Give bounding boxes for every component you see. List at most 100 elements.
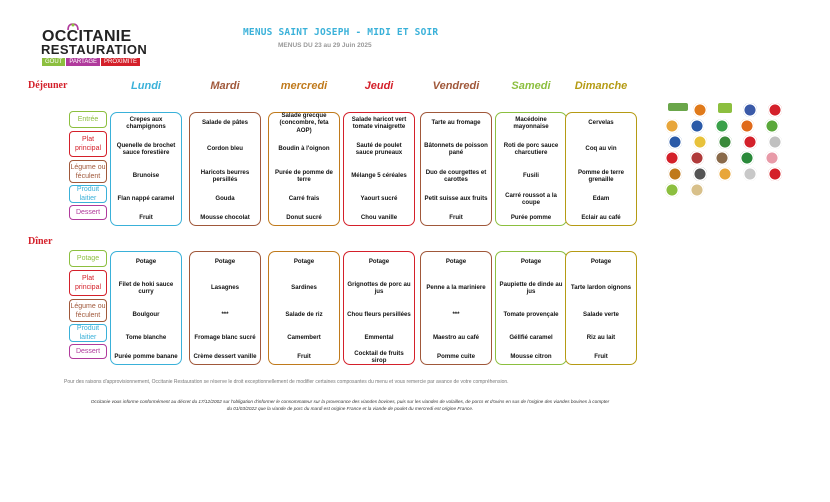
lunch-dish: Chou vanille (360, 214, 398, 222)
chef-icon (768, 135, 782, 149)
lunch-dish: Mousse chocolat (200, 214, 250, 222)
label-icon (665, 151, 679, 165)
lunch-dish: Cervelas (588, 119, 614, 127)
day-header-3: Jeudi (364, 80, 394, 92)
lunch-dish: Tarte au fromage (431, 119, 481, 127)
dinner-dish: Fruit (297, 353, 311, 361)
logo-tag-proximite: PROXIMITÉ (101, 58, 141, 66)
day-header-5: Samedi (511, 80, 551, 92)
bread-icon (690, 183, 704, 197)
dinner-dish: Potage (520, 258, 542, 266)
lunch-dish: Carré roussot a la coupe (505, 191, 557, 206)
france-icon (668, 135, 682, 149)
lunch-dish: Pomme de terre grenaille (577, 168, 625, 183)
leaf-icon (765, 119, 779, 133)
label-rouge-icon (668, 103, 688, 111)
dinner-dish: Fruit (594, 353, 608, 361)
dinner-dish: Boulgour (132, 311, 160, 319)
pot-icon (715, 151, 729, 165)
lunch-dish: Gouda (215, 195, 235, 203)
lunch-dish: Crepes aux champignons (126, 115, 166, 130)
dinner-dish: *** (221, 311, 229, 319)
day-header-0: Lundi (131, 80, 161, 92)
logo: OCCITANIE RESTAURATION GOÛT PARTAGE PROX… (40, 22, 148, 68)
apple-icon (743, 135, 757, 149)
lunch-day-box-1: Salade de pâtes Cordon bleu Haricots beurr… (189, 112, 261, 226)
ac-icon (693, 167, 707, 181)
dinner-dish: Potage (445, 258, 467, 266)
lunch-dish: Cordon bleu (207, 145, 243, 153)
lunch-dish: Carré frais (288, 195, 320, 203)
lunch-dish: Macédoine mayonnaise (513, 115, 549, 130)
bio-icon (718, 103, 732, 113)
dinner-category-4: Dessert (69, 344, 107, 359)
dinner-dish: Sardines (291, 284, 317, 292)
dinner-category-3: Produit laitier (69, 324, 107, 342)
lunch-dish: Donut sucré (286, 214, 322, 222)
dinner-dish: Cocktail de fruits sirop (354, 349, 404, 364)
page-title: MENUS SAINT JOSEPH - MIDI ET SOIR (243, 27, 439, 38)
dinner-dish: Filet de hoki sauce curry (118, 280, 174, 295)
lunch-dish: Roti de porc sauce charcutiere (503, 141, 559, 156)
dinner-dish: Penne a la mariniere (426, 284, 486, 292)
dinner-day-box-2: Potage Sardines Salade de riz Camembert Frui… (268, 251, 340, 365)
dinner-dish: Tome blanche (125, 334, 167, 342)
lunch-dish: Salade haricot vert tomate vinaigrette (351, 115, 407, 130)
berry-icon (768, 167, 782, 181)
lunch-day-box-0: Crepes aux champignons Quenelle de broche… (110, 112, 182, 226)
dinner-label: Dîner (28, 236, 53, 247)
lunch-dish: Coq au vin (585, 145, 617, 153)
aop-icon (693, 103, 707, 117)
dinner-dish: Mousse citron (510, 353, 552, 361)
msc-icon (743, 103, 757, 117)
supply-note: Pour des raisons d'approvisionnement, Oc… (64, 379, 509, 385)
dinner-dish: Pomme cuite (437, 353, 475, 361)
dinner-day-box-5: Potage Paupiette de dinde au jus Tomate pr… (495, 251, 567, 365)
dinner-dish: Purée pomme banane (114, 353, 178, 361)
dinner-dish: Salade de riz (285, 311, 323, 319)
lunch-category-3: Produit laitier (69, 185, 107, 203)
lunch-category-4: Dessert (69, 205, 107, 220)
lunch-dish: Fruit (139, 214, 153, 222)
dinner-dish: Maestro au café (432, 334, 480, 342)
lunch-day-box-4: Tarte au fromage Bâtonnets de poisson pan… (420, 112, 492, 226)
dinner-dish: Paupiette de dinde au jus (499, 280, 563, 295)
dinner-dish: Géllfié caramel (509, 334, 553, 342)
dinner-dish: Tarte lardon oignons (570, 284, 632, 292)
lunch-day-box-3: Salade haricot vert tomate vinaigrette Sa… (343, 112, 415, 226)
pig-icon (765, 151, 779, 165)
dinner-dish: Potage (590, 258, 612, 266)
lunch-dish: Sauté de poulet sauce pruneaux (355, 141, 403, 156)
lunch-dish: Mélange 5 céréales (351, 172, 407, 180)
meat-icon (690, 151, 704, 165)
yogurt-icon (743, 167, 757, 181)
logo-tag-gout: GOÛT (42, 58, 66, 66)
burger-icon (668, 167, 682, 181)
lunch-category-1: Plat principal (69, 131, 107, 157)
lunch-dish: Purée pomme (510, 214, 552, 222)
dinner-dish: Crème dessert vanille (193, 353, 257, 361)
dinner-day-box-4: Potage Penne a la mariniere *** Maestro au … (420, 251, 492, 365)
day-header-6: Dimanche (574, 80, 628, 92)
dinner-dish: Potage (214, 258, 236, 266)
dinner-category-0: Potage (69, 250, 107, 267)
page-subtitle: MENUS DU 23 au 29 Juin 2025 (278, 42, 372, 49)
lunch-category-0: Entrée (69, 111, 107, 128)
carrot-icon (740, 119, 754, 133)
dinner-dish: Grignottes de porc au jus (347, 280, 411, 295)
vegetable-icon (715, 119, 729, 133)
dinner-day-box-1: Potage Lasagnes *** Fromage blanc sucré Crèm… (189, 251, 261, 365)
lunch-label: Déjeuner (28, 80, 68, 91)
day-header-2: mercredi (280, 80, 328, 92)
dinner-category-2: Légume ou féculent (69, 299, 107, 322)
dinner-dish: Potage (293, 258, 315, 266)
lunch-dish: Fruit (449, 214, 463, 222)
lunch-dish: Haricots beurres persillés (200, 168, 250, 183)
day-header-1: Mardi (210, 80, 240, 92)
lunch-dish: Salade grecque (concombre, feta AOP) (279, 111, 329, 134)
dinner-dish: Potage (368, 258, 390, 266)
eggs-icon (665, 119, 679, 133)
lunch-day-box-5: Macédoine mayonnaise Roti de porc sauce c… (495, 112, 567, 226)
cupcake-icon (718, 167, 732, 181)
logo-tag-partage: PARTAGE (66, 58, 101, 66)
